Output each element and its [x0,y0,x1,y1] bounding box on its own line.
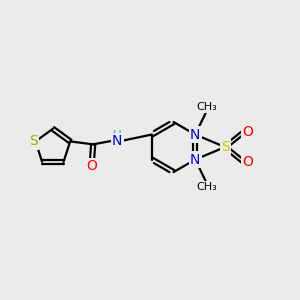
Text: S: S [29,134,38,148]
Text: CH₃: CH₃ [196,182,218,192]
Text: O: O [242,125,253,139]
Text: N: N [190,153,200,166]
Text: S: S [221,140,230,154]
Text: CH₃: CH₃ [196,102,218,112]
Text: O: O [86,159,97,173]
Text: N: N [190,128,200,142]
Text: H: H [113,129,122,142]
Text: O: O [242,155,253,169]
Text: N: N [112,134,122,148]
